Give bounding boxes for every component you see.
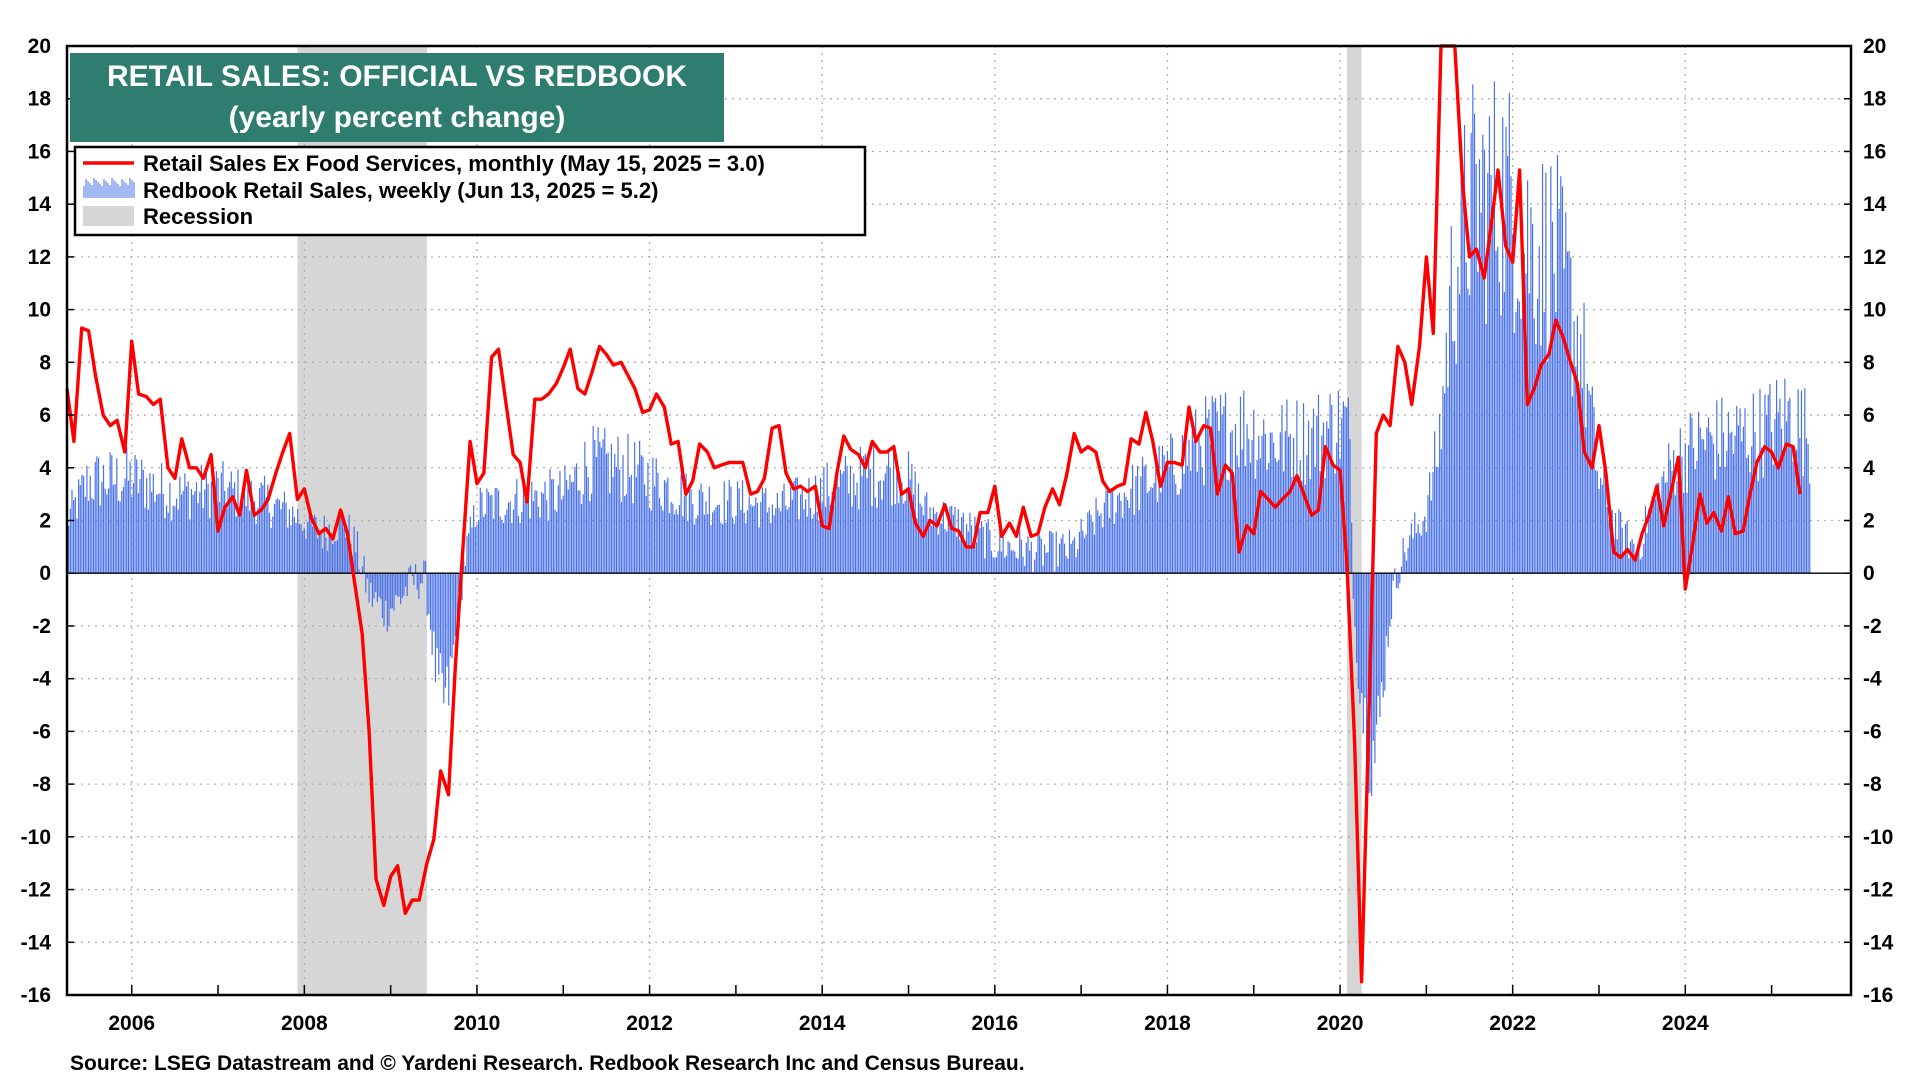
y-tick-label-right: -12 bbox=[1863, 879, 1893, 902]
y-tick-label-left: -16 bbox=[21, 984, 51, 1007]
y-tick-label-left: -2 bbox=[32, 615, 51, 638]
y-tick-label-right: 6 bbox=[1863, 404, 1875, 427]
y-tick-label-left: 18 bbox=[28, 88, 52, 111]
legend-label-redbook: Redbook Retail Sales, weekly (Jun 13, 20… bbox=[143, 178, 658, 203]
y-tick-label-right: 8 bbox=[1863, 351, 1875, 374]
y-tick-label-right: -16 bbox=[1863, 984, 1893, 1007]
y-tick-label-right: 10 bbox=[1863, 299, 1886, 322]
y-tick-label-right: 16 bbox=[1863, 140, 1886, 163]
y-tick-label-left: 0 bbox=[39, 562, 51, 585]
title-box: RETAIL SALES: OFFICIAL VS REDBOOK (yearl… bbox=[70, 53, 724, 142]
y-tick-label-right: 2 bbox=[1863, 510, 1875, 533]
y-tick-label-right: 4 bbox=[1863, 457, 1875, 480]
y-tick-label-left: -4 bbox=[32, 668, 51, 691]
recession-band bbox=[1346, 46, 1362, 995]
x-tick-label: 2016 bbox=[971, 1012, 1018, 1035]
x-tick-label: 2018 bbox=[1144, 1012, 1191, 1035]
y-tick-label-right: -6 bbox=[1863, 720, 1882, 743]
y-tick-label-left: 20 bbox=[28, 35, 51, 58]
x-tick-label: 2010 bbox=[454, 1012, 501, 1035]
x-tick-label: 2020 bbox=[1317, 1012, 1364, 1035]
y-tick-label-left: 8 bbox=[39, 351, 51, 374]
x-tick-label: 2022 bbox=[1489, 1012, 1536, 1035]
legend-box bbox=[73, 145, 867, 237]
source-note: Source: LSEG Datastream and © Yardeni Re… bbox=[70, 1052, 1025, 1075]
chart-subtitle: (yearly percent change) bbox=[229, 101, 566, 134]
legend-label-official: Retail Sales Ex Food Services, monthly (… bbox=[143, 151, 765, 176]
y-tick-label-left: 4 bbox=[39, 457, 51, 480]
y-tick-label-right: 18 bbox=[1863, 88, 1887, 111]
y-tick-label-right: 20 bbox=[1863, 35, 1886, 58]
x-tick-label: 2006 bbox=[108, 1012, 155, 1035]
y-tick-label-left: 10 bbox=[28, 299, 51, 322]
legend-swatch-recession bbox=[83, 206, 134, 226]
y-tick-label-left: -6 bbox=[32, 720, 51, 743]
axis-ticks bbox=[67, 45, 1851, 996]
y-tick-label-right: -14 bbox=[1863, 931, 1894, 954]
y-tick-label-right: -8 bbox=[1863, 773, 1882, 796]
chart-title: RETAIL SALES: OFFICIAL VS REDBOOK bbox=[107, 60, 687, 93]
y-tick-label-left: 16 bbox=[28, 140, 51, 163]
y-tick-label-left: 2 bbox=[39, 510, 51, 533]
x-tick-label: 2014 bbox=[799, 1012, 846, 1035]
y-tick-label-left: -12 bbox=[21, 879, 51, 902]
y-tick-label-left: -14 bbox=[21, 931, 52, 954]
legend-label-recession: Recession bbox=[143, 204, 253, 229]
x-tick-label: 2008 bbox=[281, 1012, 328, 1035]
y-tick-label-left: 6 bbox=[39, 404, 51, 427]
legend-swatch-redbook bbox=[83, 178, 135, 198]
y-tick-label-right: 12 bbox=[1863, 246, 1886, 269]
y-tick-label-left: 12 bbox=[28, 246, 51, 269]
y-tick-label-left: 14 bbox=[28, 193, 52, 216]
x-tick-label: 2024 bbox=[1662, 1012, 1709, 1035]
x-tick-label: 2012 bbox=[626, 1012, 673, 1035]
y-tick-label-right: 14 bbox=[1863, 193, 1887, 216]
title-background bbox=[70, 53, 724, 142]
x-axis-labels: 2006 2008 2010 2012 2014 2016 2018 2020 2022 2024 bbox=[108, 1012, 1709, 1035]
y-tick-label-right: -2 bbox=[1863, 615, 1882, 638]
legend: Retail Sales Ex Food Services, monthly (… bbox=[73, 145, 867, 237]
y-tick-label-left: -10 bbox=[21, 826, 51, 849]
y-tick-label-right: 0 bbox=[1863, 562, 1875, 585]
y-tick-label-right: -4 bbox=[1863, 668, 1882, 691]
y-tick-label-left: -8 bbox=[32, 773, 51, 796]
y-tick-label-right: -10 bbox=[1863, 826, 1893, 849]
official-series-line bbox=[65, 44, 1802, 984]
